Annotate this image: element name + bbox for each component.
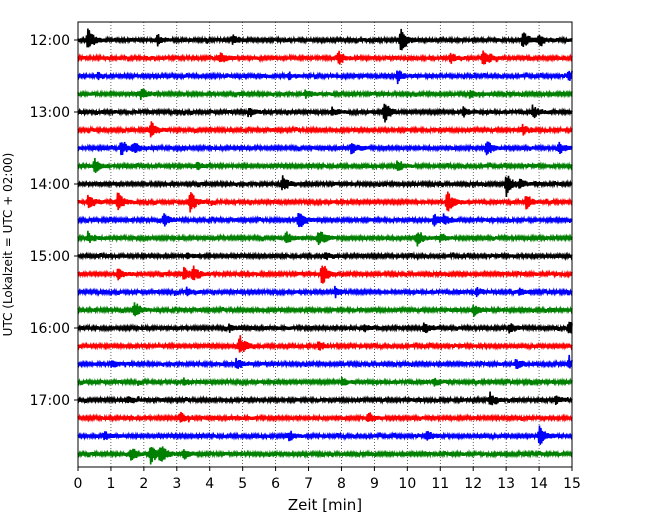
y-tick-label: 13:00: [30, 105, 70, 121]
seismogram-trace: [77, 321, 573, 334]
seismogram-trace: [77, 50, 573, 65]
seismogram-trace: [77, 376, 573, 387]
x-tick-label: 3: [172, 476, 181, 492]
x-tick-label: 8: [337, 476, 346, 492]
seismogram-trace: [77, 70, 573, 85]
x-tick-label: 2: [139, 476, 148, 492]
x-tick-label: 14: [530, 476, 548, 492]
seismogram-trace: [77, 425, 573, 445]
seismogram-trace: [77, 265, 573, 284]
x-axis: 0 1 2 3 4 5 6 7 8 9 10 11 12 13 14 15: [74, 467, 581, 492]
y-tick-label: 17:00: [30, 393, 70, 409]
x-tick-label: 12: [464, 476, 482, 492]
seismogram-trace: [77, 411, 573, 423]
x-tick-label: 4: [205, 476, 214, 492]
plot-frame: [77, 21, 573, 468]
x-tick-label: 6: [271, 476, 280, 492]
seismogram-trace: [77, 28, 573, 51]
seismogram-trace: [77, 446, 573, 465]
seismogram-trace: [77, 175, 573, 198]
x-tick-label: 5: [238, 476, 247, 492]
seismogram-trace: [77, 302, 573, 317]
y-tick-label: 14:00: [30, 177, 70, 193]
seismogram-trace: [77, 251, 573, 262]
y-axis: 12:00 13:00 14:00 15:00 16:00 17:00: [30, 33, 78, 409]
seismogram-trace: [77, 88, 573, 100]
x-tick-label: 11: [431, 476, 449, 492]
x-tick-label: 15: [563, 476, 581, 492]
x-tick-label: 1: [106, 476, 115, 492]
seismogram-trace: [77, 391, 573, 406]
x-tick-label: 0: [74, 476, 83, 492]
seismogram-trace: [77, 121, 573, 138]
x-tick-label: 13: [497, 476, 515, 492]
seismogram-trace: [77, 103, 573, 123]
x-tick-label: 7: [304, 476, 313, 492]
y-tick-label: 12:00: [30, 33, 70, 49]
seismogram-trace: [77, 212, 573, 228]
vertical-grid: [110, 22, 540, 467]
x-tick-label: 10: [398, 476, 416, 492]
x-axis-label: Zeit [min]: [288, 496, 362, 514]
seismogram-trace: [77, 335, 573, 353]
seismogram-trace: [77, 141, 573, 156]
seismogram-trace: [77, 230, 573, 247]
seismogram-trace: [77, 285, 573, 299]
seismogram-trace: [77, 157, 573, 173]
y-tick-label: 15:00: [30, 249, 70, 265]
y-axis-label: UTC (Lokalzeit = UTC + 02:00): [1, 153, 15, 337]
x-tick-label: 9: [370, 476, 379, 492]
seismogram-trace: [77, 191, 573, 213]
trace-group: [77, 28, 573, 465]
seismogram-trace: [77, 354, 573, 369]
y-tick-label: 16:00: [30, 321, 70, 337]
